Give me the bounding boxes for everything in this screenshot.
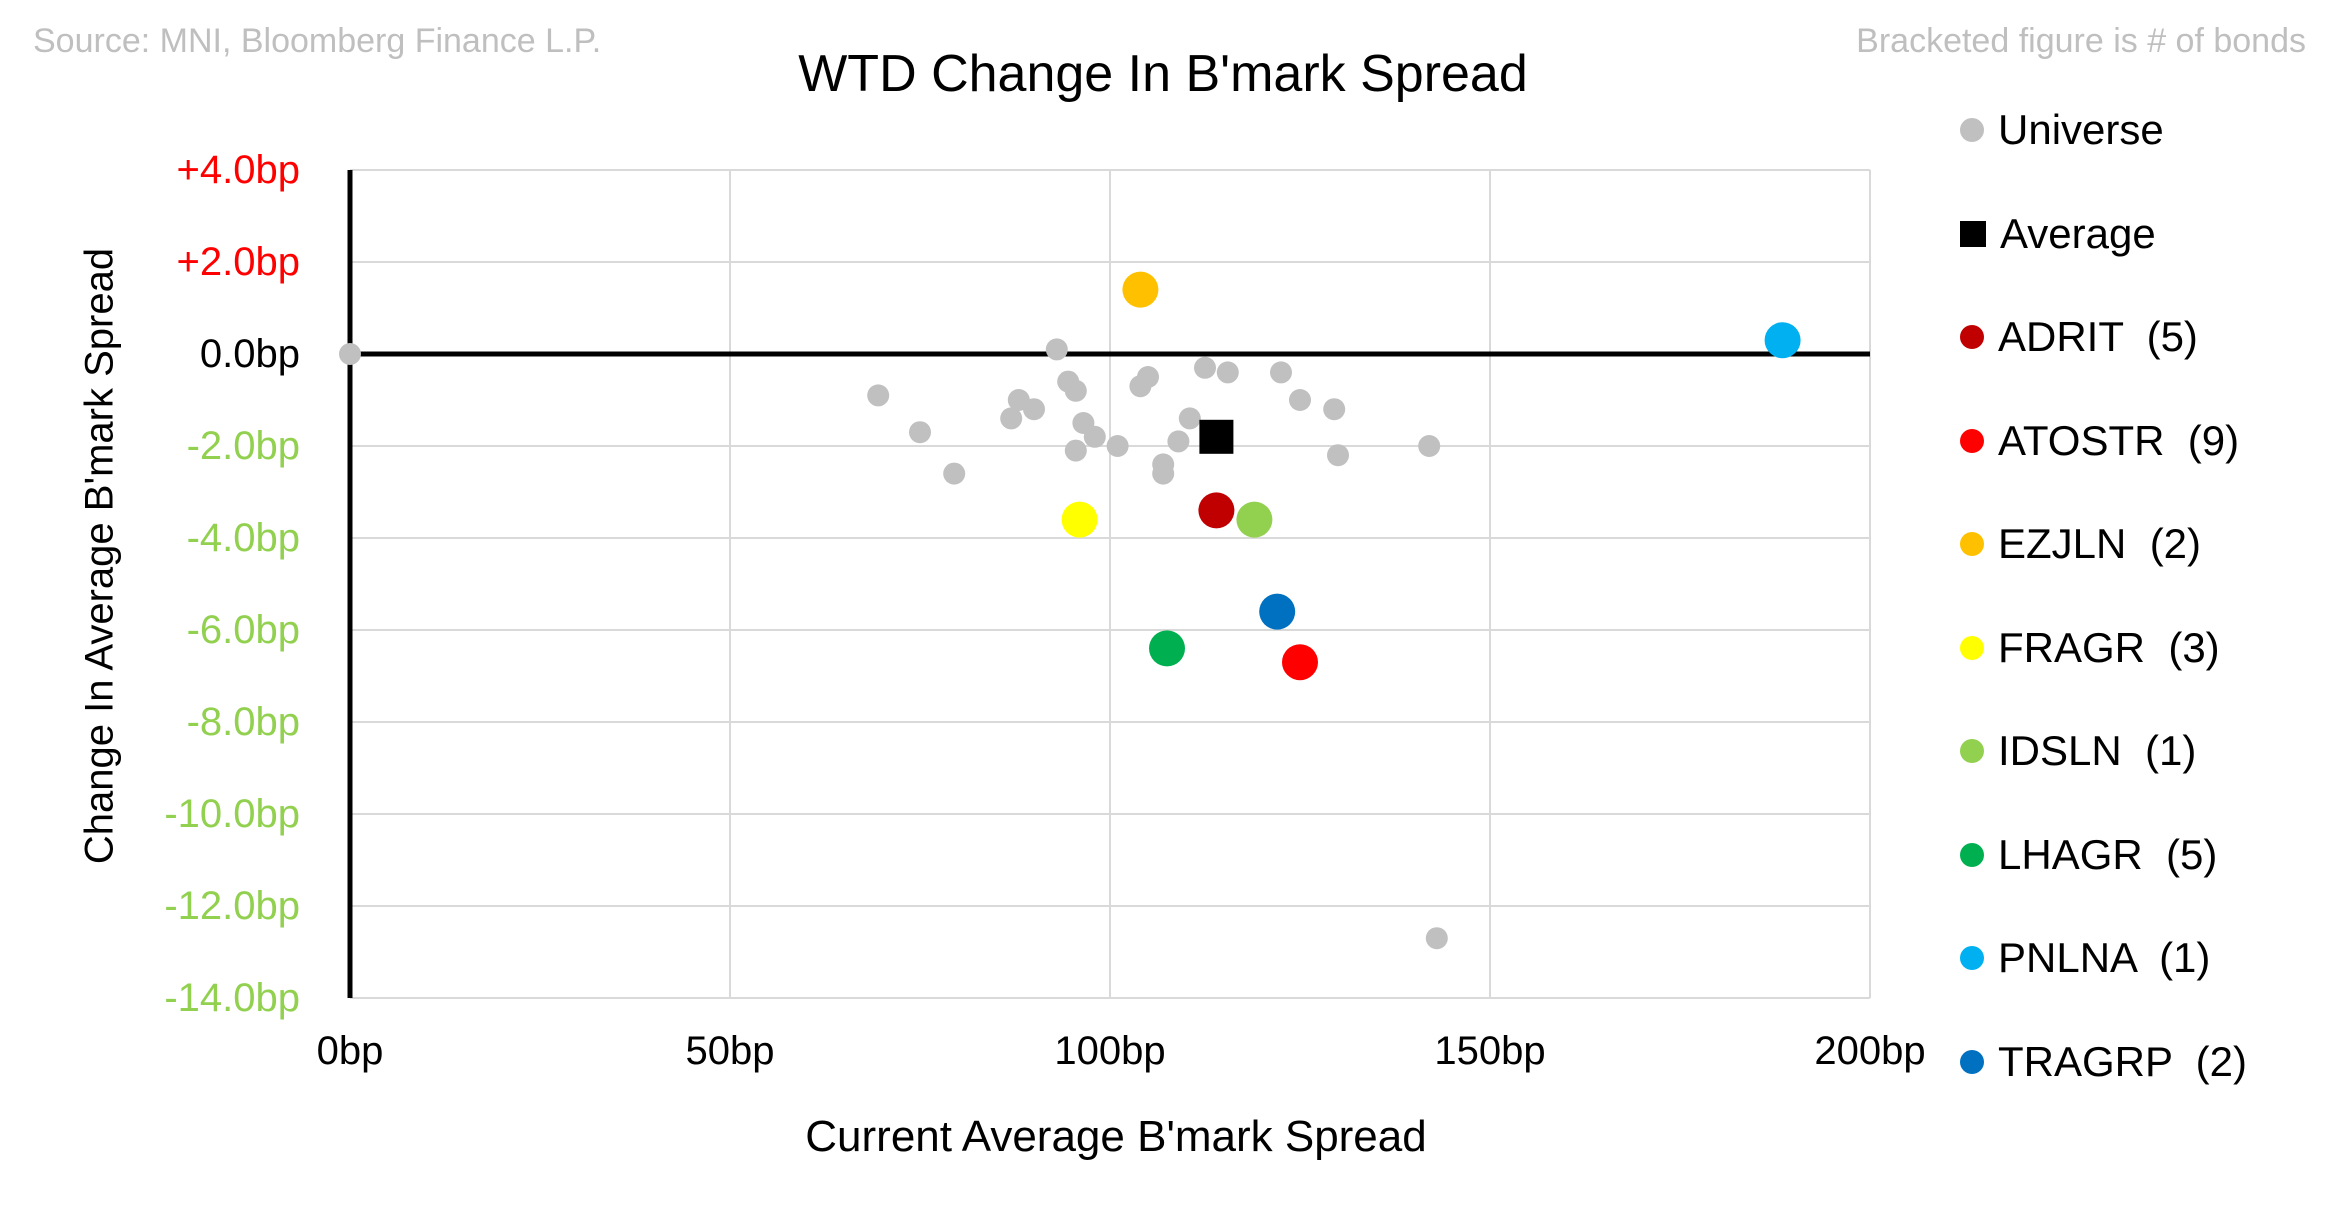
tick-labels: +4.0bp +2.0bp 0.0bp -2.0bp -4.0bp -6.0bp -8.0b… — [164, 148, 1925, 1073]
point-universe — [1289, 389, 1311, 411]
x-axis-title: Current Average B'mark Spread — [805, 1112, 1427, 1161]
legend-marker — [1960, 532, 1984, 556]
y-tick-label: -6.0bp — [187, 608, 300, 652]
legend-label: IDSLN (1) — [1998, 727, 2197, 774]
legend-item-idsln: IDSLN (1) — [1960, 721, 2196, 781]
point-average — [1199, 419, 1234, 454]
point-universe — [1083, 425, 1106, 448]
source-note: Source: MNI, Bloomberg Finance L.P. — [33, 22, 602, 60]
x-tick-label: 150bp — [1434, 1029, 1545, 1073]
legend-label: ADRIT (5) — [1998, 313, 2198, 360]
point-atostr — [1282, 644, 1318, 681]
legend-marker — [1960, 635, 1984, 660]
point-universe — [1216, 361, 1239, 384]
grid-lines — [350, 169, 1871, 999]
axes — [347, 170, 1870, 998]
point-adrit — [1198, 492, 1235, 529]
legend-label: PNLNA (1) — [1998, 934, 2211, 981]
legend-marker — [1960, 739, 1984, 763]
legend-item-ezjln: EZJLN (2) — [1960, 514, 2201, 574]
legend-marker — [1960, 118, 1984, 142]
y-axis-title-text: Change In Average B'mark Spread — [77, 247, 122, 865]
legend-marker — [1960, 842, 1984, 867]
legend-label: LHAGR (5) — [1998, 830, 2218, 878]
y-tick-label: +2.0bp — [177, 240, 300, 284]
point-lhagr — [1149, 630, 1185, 667]
legend-label: FRAGR (3) — [1998, 623, 2220, 671]
point-fragr — [1061, 501, 1098, 538]
legend-item-tragrp: TRAGRP (2) — [1960, 1032, 2247, 1092]
y-tick-label: 0.0bp — [200, 332, 300, 376]
legend-item-lhagr: LHAGR (5) — [1960, 825, 2217, 885]
legend-marker — [1960, 220, 1986, 247]
legend-marker — [1960, 428, 1984, 453]
bracket-note: Bracketed figure is # of bonds — [1856, 22, 2306, 60]
legend-item-fragr: FRAGR (3) — [1960, 618, 2220, 678]
x-tick-label: 0bp — [317, 1029, 384, 1073]
point-universe — [867, 384, 890, 407]
point-universe — [1323, 398, 1346, 421]
point-universe — [1425, 927, 1448, 950]
legend-marker — [1960, 325, 1984, 349]
data-points — [339, 271, 1801, 950]
point-universe — [1023, 398, 1045, 421]
legend-marker — [1960, 1049, 1984, 1074]
legend-item-average: Average — [1960, 204, 2156, 264]
point-universe — [1167, 430, 1190, 453]
point-universe — [1064, 439, 1087, 462]
point-universe — [943, 462, 966, 485]
point-universe — [339, 343, 361, 365]
point-universe — [1137, 366, 1159, 388]
legend-label: TRAGRP (2) — [1998, 1037, 2247, 1085]
x-tick-label: 100bp — [1054, 1029, 1165, 1073]
point-universe — [1178, 407, 1201, 430]
y-tick-label: -2.0bp — [187, 424, 300, 468]
y-tick-label: -8.0bp — [187, 700, 300, 744]
legend-label: EZJLN (2) — [1998, 520, 2202, 567]
legend-marker — [1960, 946, 1984, 970]
point-universe — [1000, 407, 1023, 430]
legend-item-pnlna: PNLNA (1) — [1960, 928, 2210, 988]
y-tick-label: -4.0bp — [187, 516, 300, 560]
legend-label: Universe — [1998, 106, 2164, 153]
legend-item-adrit: ADRIT (5) — [1960, 307, 2198, 367]
point-pnlna — [1764, 322, 1801, 359]
legend-item-atostr: ATOSTR (9) — [1960, 411, 2239, 471]
x-tick-label: 200bp — [1814, 1029, 1925, 1073]
point-universe — [1270, 361, 1292, 384]
legend-label: ATOSTR (9) — [1998, 416, 2240, 464]
legend-label: Average — [2000, 209, 2156, 257]
point-tragrp — [1259, 593, 1296, 630]
point-universe — [1418, 435, 1441, 457]
point-ezjln — [1122, 271, 1159, 308]
point-universe — [1327, 444, 1349, 467]
point-universe — [909, 421, 931, 444]
y-tick-label: -14.0bp — [164, 976, 300, 1020]
y-tick-label: -12.0bp — [164, 884, 300, 928]
point-universe — [1064, 379, 1087, 402]
y-tick-label: +4.0bp — [177, 148, 300, 192]
x-tick-label: 50bp — [686, 1029, 775, 1073]
point-universe — [1194, 356, 1216, 379]
legend-item-universe: Universe — [1960, 100, 2164, 160]
point-idsln — [1236, 501, 1273, 538]
point-universe — [1045, 338, 1068, 361]
chart-title: WTD Change In B'mark Spread — [798, 45, 1528, 103]
point-universe — [1106, 435, 1129, 457]
y-tick-label: -10.0bp — [164, 792, 300, 836]
point-universe — [1152, 462, 1175, 485]
